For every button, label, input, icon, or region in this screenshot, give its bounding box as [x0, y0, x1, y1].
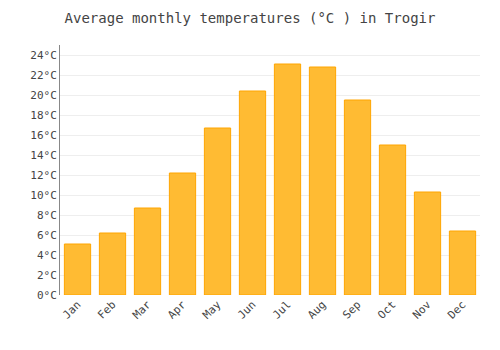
svg-text:10°C: 10°C: [30, 189, 57, 202]
svg-text:18°C: 18°C: [30, 109, 57, 122]
svg-text:24°C: 24°C: [30, 49, 57, 62]
svg-text:Jan: Jan: [60, 298, 83, 321]
svg-text:May: May: [200, 298, 224, 322]
svg-text:Aug: Aug: [305, 298, 328, 321]
svg-text:Jul: Jul: [270, 298, 293, 321]
svg-text:22°C: 22°C: [30, 69, 57, 82]
svg-text:Jun: Jun: [235, 298, 258, 321]
svg-text:Apr: Apr: [165, 298, 189, 322]
svg-text:16°C: 16°C: [30, 129, 57, 142]
svg-text:14°C: 14°C: [30, 149, 57, 162]
svg-text:8°C: 8°C: [37, 209, 57, 222]
svg-text:6°C: 6°C: [37, 229, 57, 242]
svg-text:Feb: Feb: [95, 298, 118, 321]
svg-text:2°C: 2°C: [37, 269, 57, 282]
svg-text:Mar: Mar: [130, 298, 154, 322]
svg-text:20°C: 20°C: [30, 89, 57, 102]
svg-text:Sep: Sep: [340, 298, 363, 321]
svg-text:Average monthly temperatures (: Average monthly temperatures (°C ) in Tr…: [65, 10, 436, 26]
svg-text:Nov: Nov: [410, 298, 434, 322]
svg-text:Dec: Dec: [445, 298, 468, 321]
svg-text:12°C: 12°C: [30, 169, 57, 182]
svg-text:4°C: 4°C: [37, 249, 57, 262]
svg-text:0°C: 0°C: [37, 289, 57, 302]
svg-text:Oct: Oct: [375, 298, 398, 321]
